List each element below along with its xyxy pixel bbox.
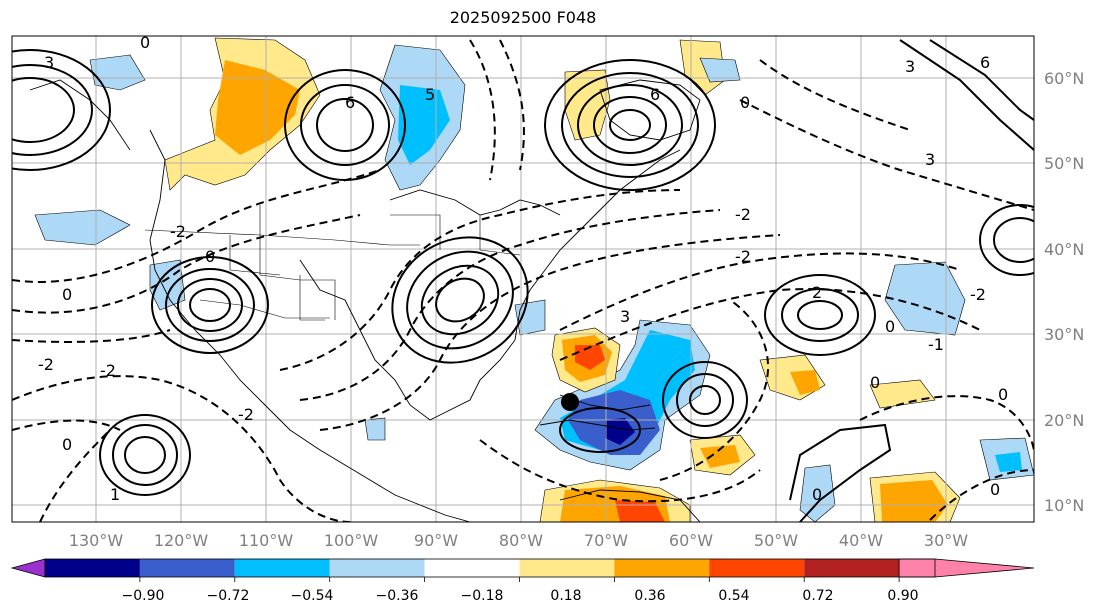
- lat-label: 30°N: [1044, 325, 1084, 344]
- negative-contours: [12, 39, 1034, 522]
- lon-label: 90°W: [414, 531, 458, 550]
- contour-label: 6: [345, 93, 355, 112]
- latitude-labels: 60°N 50°N 40°N 30°N 20°N 10°N: [1044, 69, 1084, 515]
- lat-label: 10°N: [1044, 496, 1084, 515]
- contour-label: 0: [998, 385, 1008, 404]
- lon-label: 70°W: [584, 531, 628, 550]
- colorbar-extend-min: [10, 558, 46, 578]
- contour-label: 0: [990, 480, 1000, 499]
- contour-label: 3: [905, 57, 915, 76]
- contour-label: 0: [740, 93, 750, 112]
- contour-label: 5: [425, 85, 435, 104]
- contour-label: 3: [925, 150, 935, 169]
- lon-label: 100°W: [324, 531, 379, 550]
- colorbar-label: 0.90: [887, 588, 918, 604]
- contour-label: 0: [812, 485, 822, 504]
- contour-label: -2: [735, 247, 751, 266]
- contour-label: 0: [62, 435, 72, 454]
- lon-label: 50°W: [754, 531, 798, 550]
- contour-label: -2: [970, 285, 986, 304]
- contour-label: -2: [170, 222, 186, 241]
- colorbar-bin: [614, 559, 710, 577]
- lat-label: 50°N: [1044, 154, 1084, 173]
- colorbar-bin: [519, 559, 615, 577]
- lon-label: 40°W: [839, 531, 883, 550]
- state-borders: [144, 205, 521, 321]
- graticule: [12, 36, 1034, 522]
- colorbar-label: 0.18: [550, 588, 581, 604]
- lat-label: 20°N: [1044, 411, 1084, 430]
- colorbar-bin: [424, 559, 520, 577]
- contour-label: 3: [44, 53, 54, 72]
- colorbar-label: −0.54: [291, 588, 334, 604]
- colorbar-label: −0.18: [461, 588, 504, 604]
- contour-label: -2: [38, 355, 54, 374]
- storm-marker: [561, 393, 579, 411]
- contour-label: -2: [238, 405, 254, 424]
- colorbar-ticks: [139, 577, 900, 582]
- colorbar-bin: [329, 559, 425, 577]
- lat-label: 40°N: [1044, 240, 1084, 259]
- lon-label: 110°W: [239, 531, 294, 550]
- map-frame: [11, 35, 1035, 523]
- colorbar: −0.90 −0.72 −0.54 −0.36 −0.18 0.18 0.36 …: [10, 558, 1035, 604]
- colorbar-bin: [139, 559, 235, 577]
- map-title: 2025092500 F048: [449, 8, 597, 27]
- colorbar-extend-max: [898, 558, 1035, 578]
- map-canvas: 3 0 0 -2 -2 0 -2 -2 0 1 6 5 3 6 0 -2 -2 …: [12, 33, 1034, 522]
- lon-label: 60°W: [669, 531, 713, 550]
- colorbar-bin: [45, 559, 140, 577]
- contour-label: -2: [100, 361, 116, 380]
- contour-label: -1: [928, 335, 944, 354]
- colorbar-bin: [804, 559, 900, 577]
- positive-contours: [12, 39, 1034, 522]
- contour-labels: 3 0 0 -2 -2 0 -2 -2 0 1 6 5 3 6 0 -2 -2 …: [38, 33, 1008, 504]
- colorbar-bin: [709, 559, 805, 577]
- contour-label: 2: [812, 283, 822, 302]
- colorbar-bin: [234, 559, 330, 577]
- contour-label: 0: [62, 285, 72, 304]
- contour-label: 1: [110, 485, 120, 504]
- lon-label: 30°W: [924, 531, 968, 550]
- shaded-anomalies: [34, 37, 1034, 522]
- colorbar-label: 0.36: [634, 588, 665, 604]
- contour-label: 0: [205, 247, 215, 266]
- lon-label: 120°W: [154, 531, 209, 550]
- contour-label: 0: [140, 33, 150, 52]
- contour-label: 0: [885, 317, 895, 336]
- lon-label: 80°W: [499, 531, 543, 550]
- lon-label: 130°W: [69, 531, 124, 550]
- contour-label: 6: [980, 53, 990, 72]
- colorbar-label: −0.72: [207, 588, 250, 604]
- colorbar-label: 0.54: [718, 588, 749, 604]
- colorbar-label: −0.36: [376, 588, 419, 604]
- longitude-labels: 130°W 120°W 110°W 100°W 90°W 80°W 70°W 6…: [69, 531, 968, 550]
- contour-label: 3: [620, 307, 630, 326]
- contour-label: 6: [650, 85, 660, 104]
- colorbar-label: 0.72: [802, 588, 833, 604]
- lat-label: 60°N: [1044, 69, 1084, 88]
- colorbar-label: −0.90: [122, 588, 165, 604]
- contour-label: 0: [870, 373, 880, 392]
- contour-label: -2: [735, 205, 751, 224]
- coastlines: [29, 79, 701, 522]
